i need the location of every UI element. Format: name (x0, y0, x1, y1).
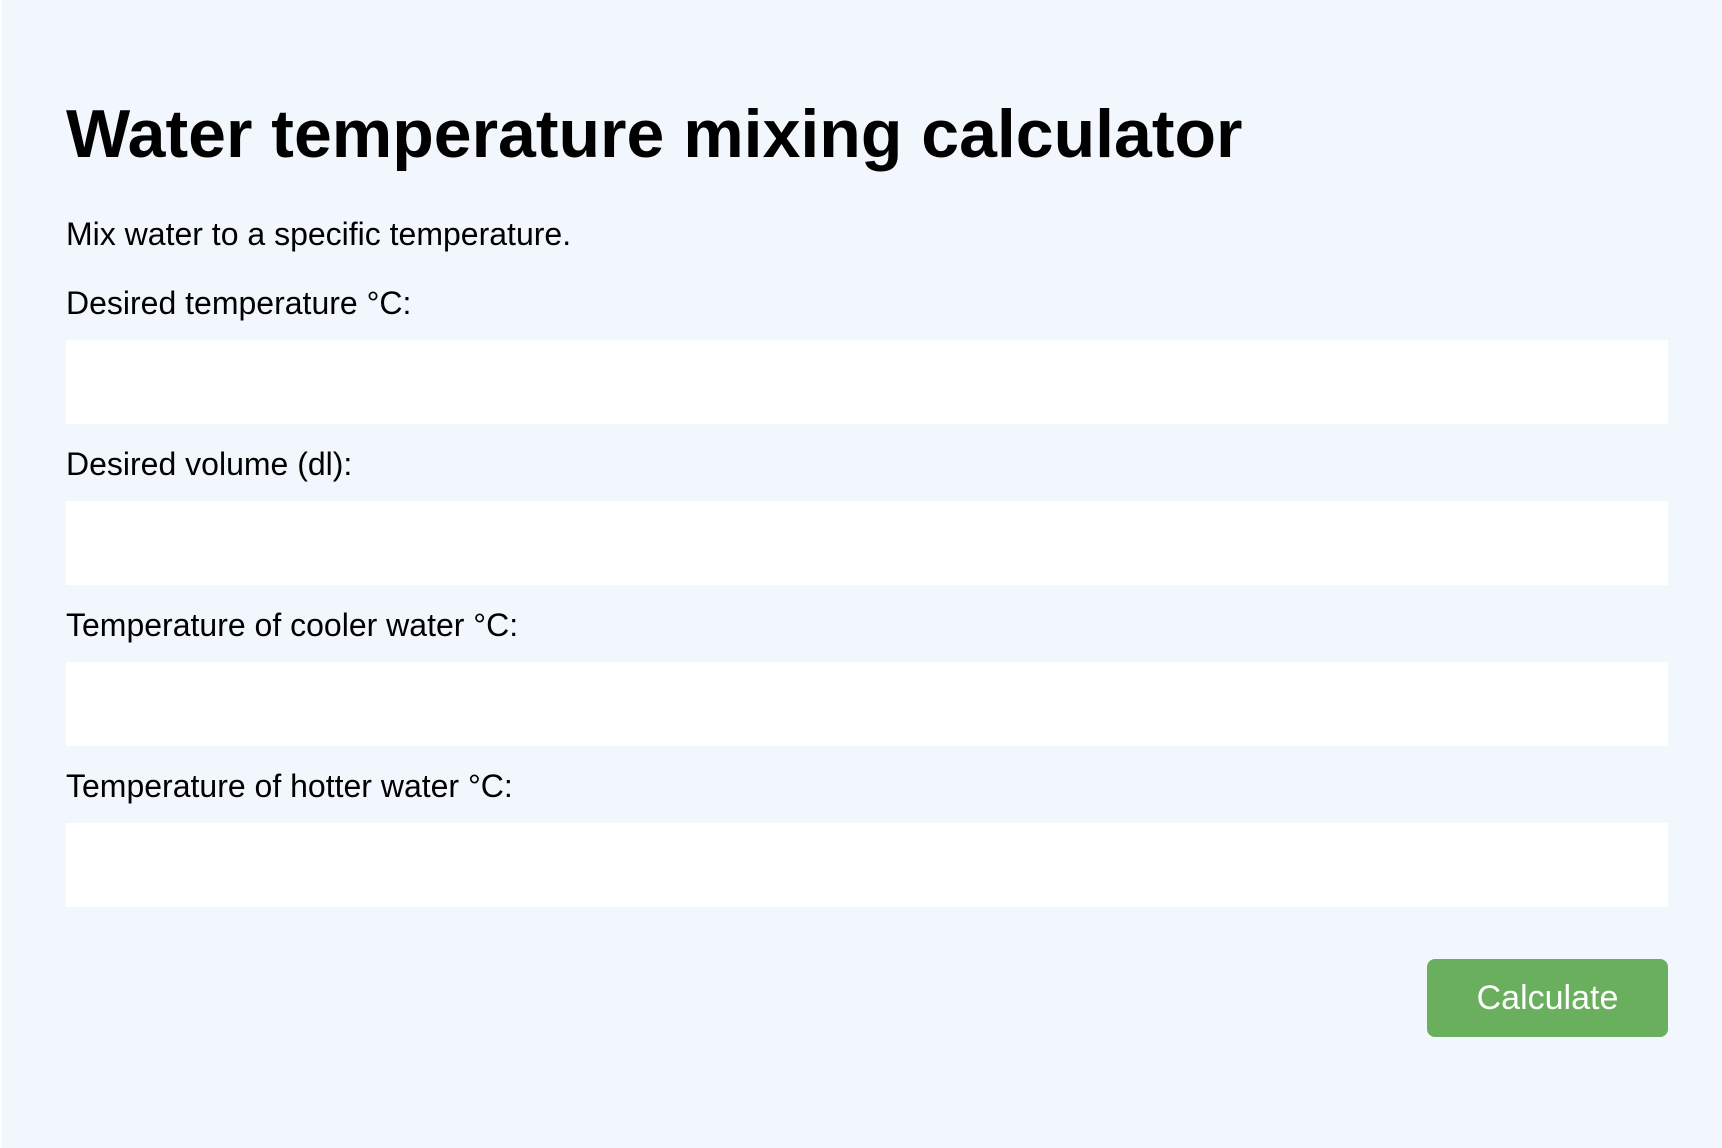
intro-text: Mix water to a specific temperature. (66, 216, 572, 252)
hotter-water-temperature-input[interactable] (66, 823, 1668, 907)
cooler-water-temperature-input[interactable] (66, 662, 1668, 746)
desired-temperature-label: Desired temperature °C: (66, 285, 412, 321)
page-title: Water temperature mixing calculator (66, 96, 1243, 172)
desired-volume-input[interactable] (66, 501, 1668, 585)
hotter-water-temperature-label: Temperature of hotter water °C: (66, 768, 513, 804)
desired-volume-label: Desired volume (dl): (66, 446, 353, 482)
cooler-water-temperature-label: Temperature of cooler water °C: (66, 607, 519, 643)
desired-temperature-input[interactable] (66, 340, 1668, 424)
calculate-button[interactable]: Calculate (1427, 959, 1668, 1037)
